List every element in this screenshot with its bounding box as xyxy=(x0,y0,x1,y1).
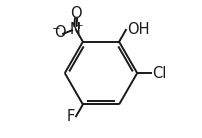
Text: Cl: Cl xyxy=(153,66,167,81)
Text: O: O xyxy=(70,6,82,21)
Text: +: + xyxy=(75,21,83,31)
Text: N: N xyxy=(70,22,81,37)
Text: F: F xyxy=(66,109,74,124)
Text: −: − xyxy=(52,24,60,34)
Text: O: O xyxy=(54,25,65,40)
Text: OH: OH xyxy=(128,22,150,37)
